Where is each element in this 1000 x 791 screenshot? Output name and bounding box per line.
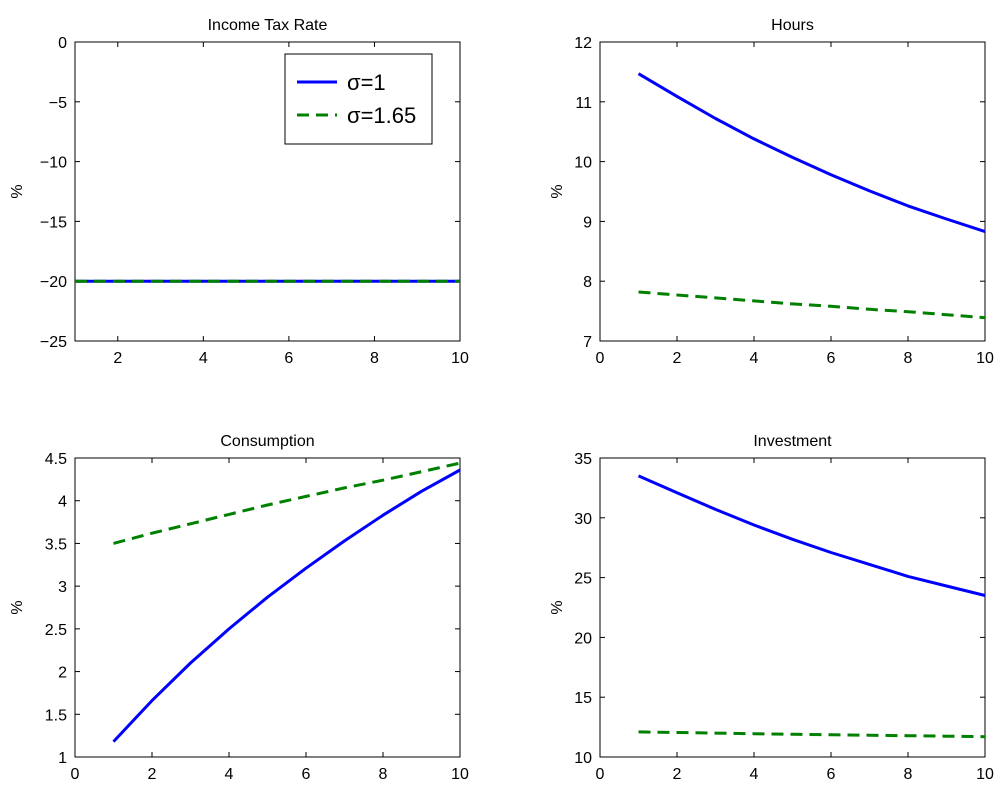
x-tick-label: 2 bbox=[113, 350, 122, 367]
y-tick-label: 4.5 bbox=[45, 451, 67, 468]
x-tick-label: 6 bbox=[302, 766, 311, 783]
chart-title: Consumption bbox=[220, 433, 314, 450]
x-tick-label: 8 bbox=[370, 350, 379, 367]
x-tick-label: 8 bbox=[904, 766, 913, 783]
y-tick-label: 0 bbox=[58, 35, 67, 52]
y-tick-label: 3 bbox=[58, 579, 67, 596]
y-tick-label: −5 bbox=[49, 95, 67, 112]
chart-panel-1: 2 4 6 8 10 −25 −20 −15 −10 −5 0 Income Tax Rate% σ=1… bbox=[9, 17, 469, 367]
x-tick-label: 4 bbox=[750, 350, 759, 367]
x-tick-label: 6 bbox=[827, 766, 836, 783]
y-tick-label: 8 bbox=[583, 274, 592, 291]
y-tick-label: 25 bbox=[574, 571, 592, 588]
legend-entry-1: σ=1 bbox=[347, 70, 386, 95]
chart-panel-2: 0 2 4 6 8 10 7 8 9 10 11 12 Hours% bbox=[549, 17, 994, 367]
x-tick-label: 0 bbox=[596, 766, 605, 783]
y-tick-label: 3.5 bbox=[45, 536, 67, 553]
chart-title: Income Tax Rate bbox=[208, 17, 328, 34]
y-tick-label: 15 bbox=[574, 690, 592, 707]
y-tick-label: 35 bbox=[574, 451, 592, 468]
x-tick-label: 8 bbox=[379, 766, 388, 783]
x-tick-label: 10 bbox=[451, 766, 469, 783]
y-tick-label: −25 bbox=[40, 334, 67, 351]
y-tick-label: 9 bbox=[583, 214, 592, 231]
y-tick-label: −20 bbox=[40, 274, 67, 291]
x-tick-label: 4 bbox=[199, 350, 208, 367]
x-tick-label: 2 bbox=[673, 350, 682, 367]
y-tick-label: 1 bbox=[58, 750, 67, 767]
chart-panel-3: 0 2 4 6 8 10 1 1.5 2 2.5 3 3.5 4 4.5 Consumption% bbox=[9, 433, 469, 783]
y-tick-label: −15 bbox=[40, 214, 67, 231]
y-tick-label: 4 bbox=[58, 494, 67, 511]
plot-area bbox=[599, 41, 986, 342]
y-tick-label: 2.5 bbox=[45, 622, 67, 639]
legend-entry-2: σ=1.65 bbox=[347, 103, 416, 128]
x-tick-label: 2 bbox=[148, 766, 157, 783]
y-tick-label: −10 bbox=[40, 155, 67, 172]
x-tick-label: 10 bbox=[451, 350, 469, 367]
series-line-1 bbox=[112, 468, 461, 743]
y-axis-label: % bbox=[549, 600, 566, 614]
y-tick-label: 20 bbox=[574, 630, 592, 647]
series-line-2 bbox=[638, 290, 986, 320]
x-tick-label: 0 bbox=[71, 766, 80, 783]
series-line-1 bbox=[637, 474, 986, 597]
x-tick-label: 0 bbox=[596, 350, 605, 367]
series-line-2 bbox=[113, 461, 461, 545]
series-line-1 bbox=[637, 72, 986, 234]
x-tick-label: 4 bbox=[750, 766, 759, 783]
plot-area bbox=[74, 457, 461, 758]
plot-area bbox=[599, 457, 986, 758]
y-tick-label: 10 bbox=[574, 155, 592, 172]
legend-box bbox=[284, 53, 433, 145]
y-tick-label: 30 bbox=[574, 511, 592, 528]
y-tick-label: 7 bbox=[583, 334, 592, 351]
chart-panel-4: 0 2 4 6 8 10 10 15 20 25 30 35 Investment% bbox=[549, 433, 994, 783]
y-axis-label: % bbox=[9, 600, 26, 614]
y-tick-label: 10 bbox=[574, 750, 592, 767]
chart-title: Hours bbox=[771, 17, 814, 34]
chart-title: Investment bbox=[753, 433, 832, 450]
y-tick-label: 12 bbox=[574, 35, 592, 52]
x-tick-label: 6 bbox=[284, 350, 293, 367]
y-tick-label: 11 bbox=[575, 95, 592, 112]
y-axis-label: % bbox=[9, 184, 26, 198]
x-tick-label: 10 bbox=[976, 350, 994, 367]
series-line-2 bbox=[638, 730, 986, 739]
y-tick-label: 1.5 bbox=[45, 707, 67, 724]
x-tick-label: 6 bbox=[827, 350, 836, 367]
x-tick-label: 4 bbox=[225, 766, 234, 783]
x-tick-label: 10 bbox=[976, 766, 994, 783]
legend: σ=1 σ=1.65 bbox=[284, 53, 433, 145]
y-tick-label: 2 bbox=[58, 665, 67, 682]
x-tick-label: 8 bbox=[904, 350, 913, 367]
x-tick-label: 2 bbox=[673, 766, 682, 783]
y-axis-label: % bbox=[549, 184, 566, 198]
plot-area bbox=[74, 41, 461, 342]
